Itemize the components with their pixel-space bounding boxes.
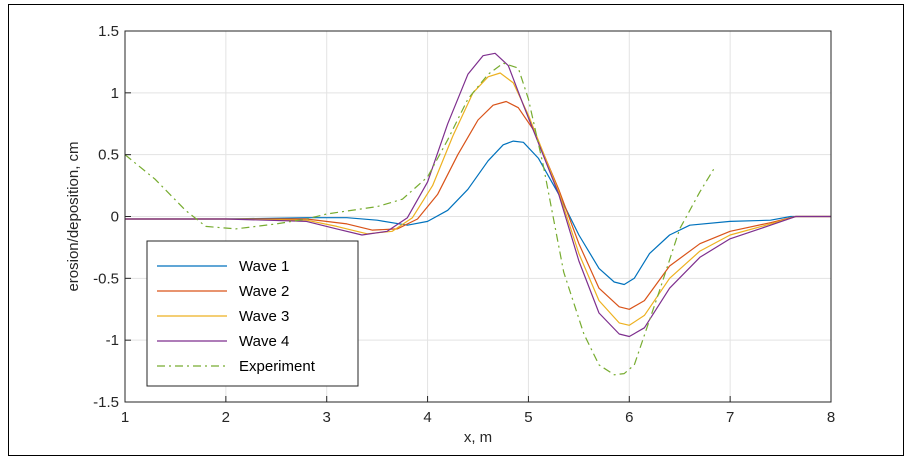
y-tick-label: 0	[111, 209, 119, 226]
legend: Wave 1 Wave 2 Wave 3 Wave 4 Experiment	[146, 240, 359, 387]
legend-label: Wave 2	[239, 283, 289, 300]
y-tick-label: -0.5	[93, 270, 119, 287]
y-tick-label: -1.5	[93, 394, 119, 411]
legend-label: Experiment	[239, 358, 316, 375]
legend-box	[146, 240, 359, 387]
x-tick-label: 2	[222, 409, 230, 426]
series-lines	[124, 52, 831, 376]
y-tick-label: 1	[111, 85, 119, 102]
x-tick-label: 3	[323, 409, 331, 426]
x-tick-label: 7	[726, 409, 734, 426]
x-tick-label: 1	[121, 409, 129, 426]
series-line-5	[124, 62, 716, 376]
x-axis-label: x, m	[464, 429, 492, 446]
series-line-1	[125, 140, 831, 286]
y-tick-label: 1.5	[98, 23, 119, 40]
legend-label: Wave 4	[239, 333, 289, 350]
x-tick-label: 8	[827, 409, 835, 426]
y-tick-label: -1	[106, 332, 119, 349]
series-line-4	[125, 52, 831, 338]
x-tick-label: 5	[524, 409, 532, 426]
legend-label: Wave 1	[239, 258, 289, 275]
y-axis-label: erosion/deposition, cm	[65, 141, 82, 291]
axis-ticks: 1 2 3 4 5 6 7 8 1.5 1 0.5 0 -0.5 -1 -1.5	[93, 23, 835, 426]
x-tick-label: 6	[625, 409, 633, 426]
x-tick-label: 4	[423, 409, 431, 426]
legend-label: Wave 3	[239, 308, 289, 325]
y-tick-label: 0.5	[98, 147, 119, 164]
series-line-2	[125, 100, 831, 310]
